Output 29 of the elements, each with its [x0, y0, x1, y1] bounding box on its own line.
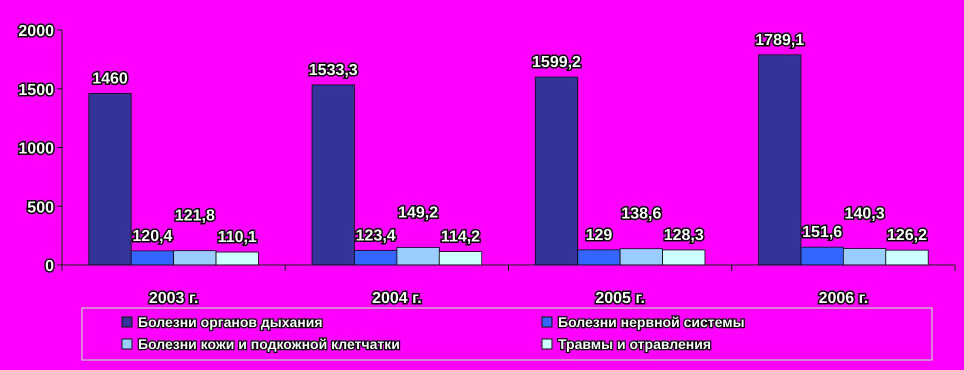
data-label: 1789,1	[755, 32, 804, 49]
data-label: 123,4	[356, 228, 396, 244]
y-tick-label: 2000	[18, 23, 54, 40]
y-tick-label: 500	[27, 199, 54, 216]
data-label: 1460	[92, 70, 128, 88]
x-tick-label: 2006 г.	[818, 290, 868, 307]
data-label: 151,6	[802, 224, 842, 242]
data-label: 120,4	[132, 228, 173, 245]
legend-label: Болезни кожи и подкожной клетчатки	[138, 336, 400, 352]
legend-label: Болезни органов дыхания	[138, 314, 323, 330]
data-label: 121,8	[174, 208, 215, 225]
data-label: 149,2	[398, 204, 438, 222]
legend-label: Травмы и отравления	[558, 336, 712, 352]
data-label: 128,3	[664, 226, 704, 244]
data-label: 1599,2	[532, 54, 582, 72]
data-label: 114,2	[440, 228, 480, 246]
y-tick-label: 1000	[18, 140, 54, 158]
data-label: 126,2	[886, 227, 928, 244]
data-label: 110,1	[218, 229, 257, 246]
data-label: 138,6	[621, 206, 662, 223]
data-label: 129	[586, 226, 612, 244]
y-tick-label: 0	[45, 258, 54, 275]
x-tick-label: 2003 г.	[148, 290, 198, 307]
x-tick-label: 2004 г.	[372, 290, 422, 307]
y-tick-label: 1500	[18, 82, 54, 99]
data-label: 140,3	[844, 206, 885, 223]
data-label: 1533,3	[308, 62, 358, 79]
legend-label: Болезни нервной системы	[558, 314, 745, 330]
x-tick-label: 2005 г.	[595, 290, 645, 307]
